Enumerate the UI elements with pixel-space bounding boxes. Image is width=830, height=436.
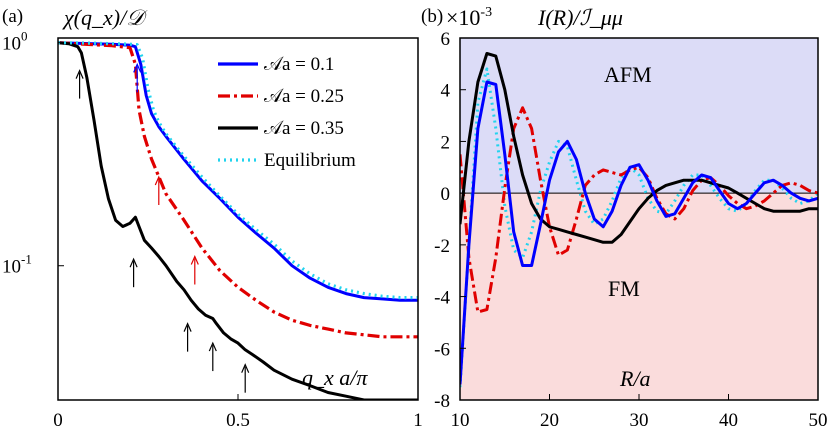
panel-b-ytick-label: 4 [441,81,451,102]
panel-b-ytick-label: 0 [441,184,451,205]
panel-b-ytick-label: -2 [434,236,450,257]
panel-b-title: I(R)/ℐ_μμ [537,5,623,30]
panel-a-ytick-exp: -1 [21,252,32,267]
region-label-fm: FM [608,276,640,301]
panel-a-arrows [75,62,250,393]
legend-label-0: 𝒜a = 0.1 [264,54,334,75]
panel-a-series-line-2 [58,41,418,400]
panel-a-xtick-label: 1 [413,410,423,431]
panel-b-xtick-label: 20 [540,410,559,431]
panel-a-xlabel: q_x a/π [302,365,368,390]
legend: 𝒜a = 0.1 𝒜a = 0.25 𝒜a = 0.35 Equilibrium [218,54,356,171]
panel-b-xtick-label: 40 [719,410,738,431]
panel-a-series-line-1 [58,41,418,339]
panel-a-ytick-exp: 0 [21,29,28,44]
panel-a-ytick-base: 10 [2,257,21,278]
panel-b-xtick-label: 50 [809,410,828,431]
panel-b-ytick-label: 6 [441,29,451,50]
legend-label-1: 𝒜a = 0.25 [264,86,344,107]
panel-a-ytick-base: 10 [2,34,21,55]
region-label-afm: AFM [604,62,652,87]
panel-a-xtick-label: 0 [53,410,63,431]
legend-label-2: 𝒜a = 0.35 [264,118,344,139]
panel-a-series-line-0 [58,41,418,302]
region-fm [460,193,818,400]
panel-b-xtick-label: 10 [451,410,470,431]
panel-b-xtick-label: 30 [630,410,649,431]
panel-a-series-line-3 [58,41,418,300]
panel-a-xtick-label: 0.5 [226,410,250,431]
panel-a-tag: (a) [2,6,23,27]
panel-a-title: χ(q_x)/𝒟 [62,5,148,30]
panel-b-scale-base: ×10 [446,5,480,30]
panel-b-ytick-label: 2 [441,132,451,153]
panel-a-plot-area [57,37,419,401]
panel-a-ytick-label: 100 [2,29,28,55]
panel-b: (b) ×10-3 I(R)/ℐ_μμ 10 20 30 40 506420-2-4-6… [421,5,828,431]
panel-b-series-line-2 [460,52,818,244]
panel-b-series-line-0 [460,80,818,385]
panel-a-arrow [208,341,217,372]
panel-a-arrow [154,175,163,205]
panel-a-arrow [129,257,138,288]
panel-b-ytick-label: -4 [434,288,450,309]
panel-a-arrow [241,363,250,393]
panel-a-arrow [190,255,199,285]
panel-b-scale-label: ×10-3 [446,5,492,30]
panel-b-ytick-label: -8 [434,391,450,412]
panel-b-scale-exp: -3 [480,5,492,20]
panel-b-tag: (b) [421,6,443,27]
panel-a-arrow [133,62,142,93]
panel-a-arrow [183,322,192,352]
panel-b-ytick-label: -6 [434,339,450,360]
panel-a-arrow [75,69,84,99]
legend-label-3: Equilibrium [264,150,356,171]
panel-a-ytick-label: 10-1 [2,252,32,278]
panel-b-xlabel: R/a [619,366,651,391]
panel-b-plot-area [459,37,819,401]
